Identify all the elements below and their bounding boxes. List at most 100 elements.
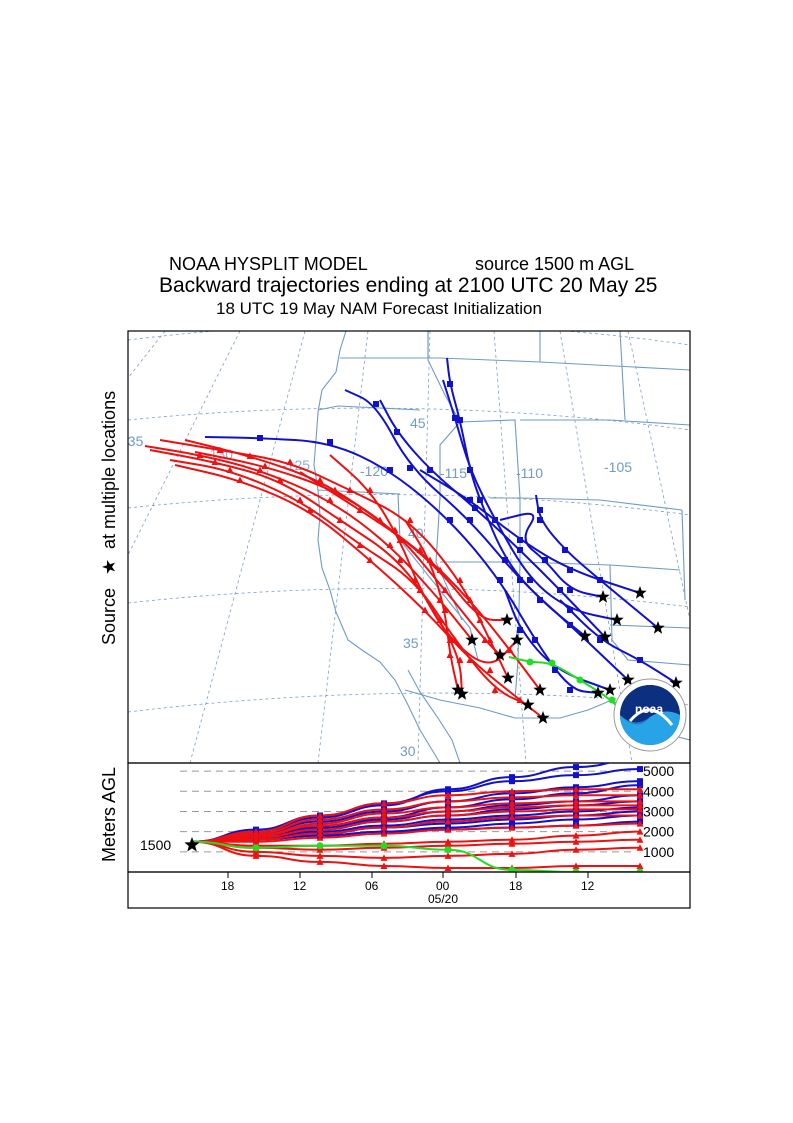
montana-north xyxy=(539,331,626,421)
height-marker xyxy=(380,824,388,831)
height-marker xyxy=(636,836,644,843)
map-source-star xyxy=(598,630,612,643)
time-tick-label: 06 xyxy=(365,879,379,893)
map-marker xyxy=(211,458,219,465)
map-trajectory-16 xyxy=(329,454,518,664)
map-marker xyxy=(537,517,543,523)
height-marker xyxy=(380,830,388,837)
wy-co-border xyxy=(519,497,683,511)
map-marker xyxy=(391,526,399,533)
map-marker xyxy=(406,516,414,523)
time-tick-label: 12 xyxy=(581,879,595,893)
map-marker xyxy=(376,516,384,523)
height-marker xyxy=(252,848,260,855)
map-marker xyxy=(608,696,616,704)
chart-subtitle: 18 UTC 19 May NAM Forecast Initializatio… xyxy=(216,299,542,318)
height-marker xyxy=(316,822,324,829)
map-marker xyxy=(506,646,514,653)
height-marker xyxy=(508,814,516,821)
map-source-star xyxy=(603,683,617,696)
side-label-rest: at multiple locations xyxy=(99,391,119,549)
map-marker xyxy=(327,439,333,445)
map-marker xyxy=(426,556,434,563)
time-tick-label: 12 xyxy=(293,879,307,893)
graticule-labels: 45 40 35 30 135 -130 -125 -120 -115 -110… xyxy=(128,415,632,759)
pacific-coastline xyxy=(313,331,441,763)
height-marker xyxy=(636,785,644,793)
height-marker xyxy=(637,778,643,785)
mt-border xyxy=(427,331,521,499)
canada-border xyxy=(340,357,690,371)
height-marker xyxy=(444,807,452,815)
map-marker xyxy=(246,452,254,459)
map-marker xyxy=(467,517,473,523)
vertical-panel: 1500 Meters AGL 5000 4000 3000 2000 1000 xyxy=(99,762,691,873)
height-marker xyxy=(445,788,451,795)
height-marker xyxy=(380,818,388,825)
height-marker xyxy=(380,799,388,807)
height-marker xyxy=(380,805,388,813)
level-label-3000: 3000 xyxy=(643,803,674,819)
height-trajectory-21 xyxy=(191,840,640,869)
map-marker xyxy=(226,466,234,473)
map-source-star xyxy=(596,590,610,603)
height-marker xyxy=(572,868,580,872)
map-source-star xyxy=(578,629,592,642)
lat-label-45: 45 xyxy=(410,415,426,431)
map-marker xyxy=(436,566,444,573)
map-marker xyxy=(326,496,334,503)
height-marker xyxy=(572,785,580,793)
height-marker xyxy=(316,830,324,837)
height-marker xyxy=(316,811,324,819)
map-trajectory-11 xyxy=(144,445,473,641)
map-marker xyxy=(497,577,503,583)
ok-border xyxy=(609,624,690,629)
height-marker xyxy=(572,801,580,809)
side-label-source: Source xyxy=(99,588,119,645)
height-marker xyxy=(252,838,260,845)
lat-label-40: 40 xyxy=(408,525,424,541)
time-axis-frame xyxy=(127,871,691,909)
lat-label-30: 30 xyxy=(400,743,416,759)
map-marker xyxy=(421,606,429,613)
chart-title: Backward trajectories ending at 2100 UTC… xyxy=(159,274,658,297)
map-source-star xyxy=(500,613,514,626)
map-marker xyxy=(527,577,533,583)
political-boundaries xyxy=(313,331,690,763)
map-marker xyxy=(257,435,263,441)
map-trajectory-5 xyxy=(442,379,618,621)
height-marker xyxy=(444,838,452,845)
map-marker xyxy=(447,517,453,523)
lon-line-100 xyxy=(627,331,690,621)
map-marker xyxy=(336,516,344,523)
height-marker xyxy=(508,836,516,843)
map-marker xyxy=(366,486,374,493)
map-marker xyxy=(407,465,413,471)
map-marker xyxy=(637,657,643,663)
height-marker xyxy=(380,854,388,861)
map-marker xyxy=(597,577,603,583)
height-marker xyxy=(636,868,644,872)
height-marker xyxy=(444,811,452,819)
lon-label-115: -115 xyxy=(440,465,467,481)
height-marker xyxy=(444,797,452,805)
date-label: 05/20 xyxy=(428,892,458,906)
height-marker xyxy=(636,791,644,799)
lon-label-110: -110 xyxy=(516,465,543,481)
vertical-markers xyxy=(184,764,644,872)
wa-or-border xyxy=(317,405,421,411)
height-marker xyxy=(636,844,644,851)
height-marker xyxy=(509,778,515,785)
mx-border xyxy=(404,689,560,719)
height-marker xyxy=(636,797,644,805)
nd-sd-border xyxy=(520,419,690,426)
height-marker xyxy=(444,852,452,859)
map-marker xyxy=(386,541,394,548)
map-marker xyxy=(411,576,419,583)
lon-line-125 xyxy=(189,331,306,763)
map-marker xyxy=(526,658,534,666)
height-marker xyxy=(508,824,516,831)
lat-line-50 xyxy=(128,331,690,346)
map-marker xyxy=(517,627,523,633)
